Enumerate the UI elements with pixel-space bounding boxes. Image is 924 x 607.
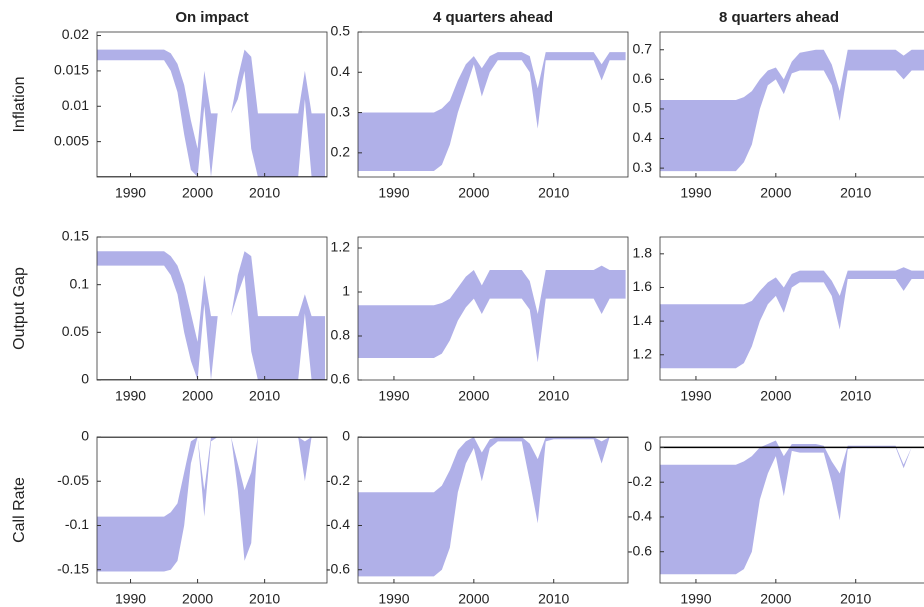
x-tick-label: 2010 [840, 185, 871, 201]
y-tick-label: 1.8 [633, 245, 653, 261]
y-tick-label: -0.05 [57, 472, 89, 488]
panel: 0.2 0.3 0.4 0.5 1990 2000 2010 4 quarters ahead [331, 9, 629, 201]
band [660, 267, 924, 369]
axes-box [96, 236, 328, 381]
y-axis-label: Output Gap [11, 267, 28, 350]
panel: -0.6 -0.4 -0.2 0 1990 2000 2010 [326, 428, 629, 607]
x-tick-label: 2000 [760, 388, 791, 404]
panel: 0.6 0.8 1 1.2 1990 2000 2010 [331, 236, 629, 404]
x-tick-label: 2010 [538, 388, 569, 404]
x-tick-label: 2000 [458, 388, 489, 404]
y-tick-label: 0.4 [331, 63, 351, 79]
x-tick-label: 1990 [680, 388, 711, 404]
axes-box [659, 31, 924, 178]
y-tick-label: 0.7 [633, 40, 653, 56]
x-tick-label: 2010 [840, 591, 871, 607]
x-tick-label: 2010 [249, 185, 280, 201]
axes-box [357, 236, 629, 381]
x-tick-label: 2010 [538, 591, 569, 607]
y-tick-label: 0.05 [62, 323, 89, 339]
axes-box [96, 436, 328, 584]
y-axis-label: Inflation [11, 76, 28, 132]
y-tick-label: -0.1 [65, 516, 89, 532]
y-tick-label: -0.4 [628, 508, 652, 524]
panel-title: On impact [175, 9, 248, 26]
y-tick-label: 0.005 [54, 132, 89, 148]
y-tick-label: 0 [342, 428, 350, 444]
x-tick-label: 1990 [680, 591, 711, 607]
x-tick-label: 2010 [249, 388, 280, 404]
panel: -0.15 -0.1 -0.05 0 1990 2000 2010 Call Rate [11, 428, 328, 607]
band [358, 265, 626, 363]
y-tick-label: 0.015 [54, 62, 89, 78]
axes-box [357, 31, 629, 178]
y-tick-label: 0.15 [62, 228, 89, 244]
y-tick-label: 0.8 [331, 327, 351, 343]
x-tick-label: 2000 [760, 591, 791, 607]
y-tick-label: 0.02 [62, 26, 89, 42]
panel: 0 0.05 0.1 0.15 1990 2000 2010 Output Gap [11, 228, 328, 404]
x-tick-label: 2000 [182, 388, 213, 404]
x-tick-label: 1990 [378, 591, 409, 607]
band [358, 52, 626, 171]
x-tick-label: 1990 [378, 388, 409, 404]
y-tick-label: 0 [81, 371, 89, 387]
panel: 0.005 0.01 0.015 0.02 1990 2000 2010 On impact I… [11, 9, 328, 201]
y-tick-label: 0.3 [633, 159, 653, 175]
y-tick-label: -0.2 [326, 472, 350, 488]
y-tick-label: 0 [644, 438, 652, 454]
panel-title: 4 quarters ahead [433, 9, 553, 26]
x-tick-label: 2010 [249, 591, 280, 607]
y-tick-label: 1.2 [633, 345, 653, 361]
y-tick-label: 0.2 [331, 144, 351, 160]
band [97, 437, 325, 572]
y-axis-label: Call Rate [11, 477, 28, 543]
y-tick-label: 1.6 [633, 278, 653, 294]
band [660, 440, 924, 575]
y-tick-label: -0.2 [628, 473, 652, 489]
panel: 1.2 1.4 1.6 1.8 1990 2000 2010 [633, 236, 924, 404]
band [660, 49, 924, 172]
axes-box [96, 31, 328, 178]
band [358, 437, 626, 577]
axes-box [659, 236, 924, 381]
x-tick-label: 2000 [182, 591, 213, 607]
x-tick-label: 1990 [378, 185, 409, 201]
y-tick-label: 0.3 [331, 103, 351, 119]
x-tick-label: 2000 [760, 185, 791, 201]
y-tick-label: 1.2 [331, 239, 351, 255]
y-tick-label: -0.15 [57, 560, 89, 576]
band [97, 251, 325, 380]
band [97, 49, 325, 177]
x-tick-label: 1990 [115, 185, 146, 201]
y-tick-label: 0.6 [331, 371, 351, 387]
y-tick-label: 0.01 [62, 97, 89, 113]
y-tick-label: 0.4 [633, 129, 653, 145]
axes-box [357, 436, 629, 584]
x-tick-label: 2000 [182, 185, 213, 201]
panel: -0.6 -0.4 -0.2 0 1990 2000 2010 [628, 436, 924, 607]
panel: 0.3 0.4 0.5 0.6 0.7 1990 2000 2010 8 quarters ah… [633, 9, 924, 201]
x-tick-label: 2000 [458, 185, 489, 201]
y-tick-label: -0.6 [628, 542, 652, 558]
x-tick-label: 1990 [680, 185, 711, 201]
panel-title: 8 quarters ahead [719, 9, 839, 26]
x-tick-label: 2000 [458, 591, 489, 607]
x-tick-label: 1990 [115, 591, 146, 607]
y-tick-label: -0.6 [326, 560, 350, 576]
axes-box [659, 436, 924, 584]
x-tick-label: 2010 [538, 185, 569, 201]
y-tick-label: 0.5 [633, 100, 653, 116]
y-tick-label: 0.1 [70, 275, 90, 291]
y-tick-label: 0.5 [331, 23, 351, 39]
x-tick-label: 1990 [115, 388, 146, 404]
y-tick-label: -0.4 [326, 516, 350, 532]
y-tick-label: 1 [342, 283, 350, 299]
y-tick-label: 1.4 [633, 312, 653, 328]
y-tick-label: 0.6 [633, 70, 653, 86]
x-tick-label: 2010 [840, 388, 871, 404]
y-tick-label: 0 [81, 428, 89, 444]
